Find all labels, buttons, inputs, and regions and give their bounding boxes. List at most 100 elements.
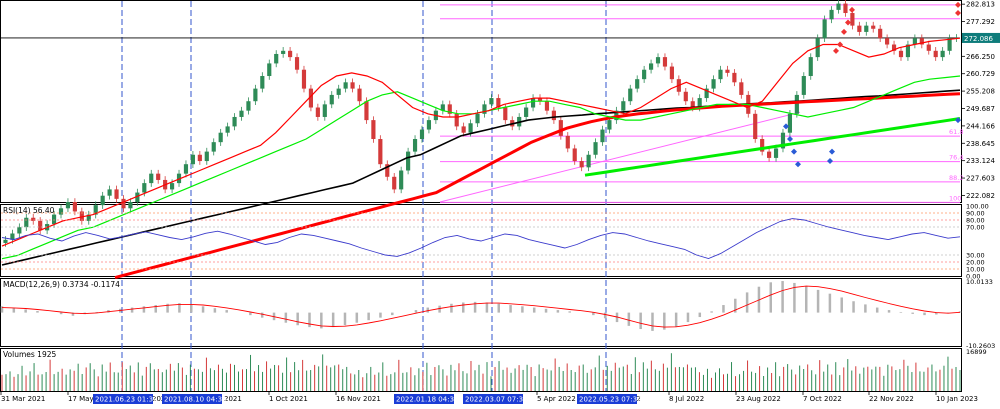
rsi-indicator xyxy=(1,212,961,270)
price-axis-label: 277.292 xyxy=(966,18,995,26)
volume-title: Volumes 1925 xyxy=(3,350,57,359)
candle-body xyxy=(107,189,112,196)
highlighted-time-box xyxy=(162,394,222,404)
candle-body xyxy=(399,170,404,190)
price-axis-label: 244.166 xyxy=(966,122,995,130)
candle-body xyxy=(58,208,64,215)
candle-body xyxy=(343,82,348,89)
candle-body xyxy=(642,69,647,80)
candle-body xyxy=(725,69,730,73)
candle-body xyxy=(412,139,418,152)
candle-body xyxy=(225,126,230,133)
candle-body xyxy=(829,9,834,20)
candle-body xyxy=(586,154,591,168)
fib-level-label: 76.4 xyxy=(949,154,963,162)
rsi-axis-label: 10.00 xyxy=(966,266,985,274)
price-axis-label: 266.250 xyxy=(966,53,995,61)
candle-body xyxy=(447,104,452,114)
candle-body xyxy=(246,101,251,111)
volume-axis-label: 16899 xyxy=(966,348,987,356)
sell-marker xyxy=(845,19,851,26)
candle-body xyxy=(760,139,765,152)
sell-marker xyxy=(833,47,839,54)
sell-marker xyxy=(841,28,847,35)
candle-body xyxy=(878,28,883,39)
candle-body xyxy=(406,151,411,171)
candle-body xyxy=(767,151,772,158)
fib-level-label: 61.8 xyxy=(949,128,963,136)
highlighted-time-box xyxy=(93,394,153,404)
candle-body xyxy=(600,129,605,143)
moving-average-line xyxy=(1,37,961,247)
candle-body xyxy=(204,151,209,162)
fib-level-label: 100 xyxy=(949,194,961,202)
candle-body xyxy=(440,104,445,111)
candle-body xyxy=(551,110,556,121)
candle-body xyxy=(51,214,57,225)
candle-body xyxy=(350,82,355,89)
candle-body xyxy=(232,116,237,127)
time-axis-label: 16 Nov 2021 xyxy=(336,395,381,403)
candle-body xyxy=(378,139,383,165)
candle-body xyxy=(815,38,820,58)
candle-body xyxy=(392,176,397,190)
candle-body xyxy=(496,98,501,108)
candle-body xyxy=(850,13,855,26)
candle-body xyxy=(739,82,744,95)
candle-body xyxy=(197,154,202,162)
highlighted-time-box xyxy=(463,394,523,404)
candle-body xyxy=(558,120,563,136)
candle-body xyxy=(704,88,709,99)
candle-body xyxy=(912,38,917,45)
price-axis-label: 260.729 xyxy=(966,70,995,78)
candle-body xyxy=(544,101,550,111)
buy-marker xyxy=(791,148,797,155)
candle-body xyxy=(891,44,897,51)
candle-body xyxy=(489,98,494,105)
candle-body xyxy=(315,107,320,117)
candle-body xyxy=(267,63,272,77)
time-axis-label: 8 Jul 2022 xyxy=(669,395,704,403)
time-axis-label: 10 Jan 2023 xyxy=(936,395,978,403)
candle-body xyxy=(142,183,147,193)
candle-body xyxy=(787,113,793,133)
candle-body xyxy=(572,148,577,162)
candle-body xyxy=(801,76,806,95)
candle-body xyxy=(780,132,786,149)
candle-body xyxy=(711,79,716,89)
candle-body xyxy=(31,217,36,221)
candle-body xyxy=(690,101,695,108)
candle-body xyxy=(773,148,779,158)
price-axis-label: 238.645 xyxy=(966,140,995,148)
candle-body xyxy=(308,88,314,108)
candle-body xyxy=(253,88,258,102)
time-axis-label: 23 Aug 2022 xyxy=(736,395,781,403)
candle-body xyxy=(635,79,640,89)
volume-bars xyxy=(1,353,961,391)
price-axis-label: 222.082 xyxy=(966,192,995,200)
candle-body xyxy=(121,198,126,209)
candle-body xyxy=(190,154,195,165)
highlighted-time-label: 2021.08.10 04:30 xyxy=(164,396,226,404)
candle-body xyxy=(288,50,293,58)
candle-body xyxy=(843,3,848,14)
price-axis-label: 227.603 xyxy=(966,175,995,183)
candle-body xyxy=(753,113,758,140)
rsi-axis-label: 90.00 xyxy=(966,210,985,218)
candle-body xyxy=(579,161,584,168)
time-axis-label: 5 Apr 2022 xyxy=(537,395,576,403)
time-axis-label: 7 Oct 2022 xyxy=(803,395,842,403)
candle-body xyxy=(169,183,175,190)
rsi-axis-label: 100.00 xyxy=(966,203,989,211)
candle-body xyxy=(336,88,341,95)
candle-body xyxy=(371,120,376,140)
candle-body xyxy=(93,205,98,215)
time-axis-label: 22 Nov 2022 xyxy=(869,395,914,403)
candle-body xyxy=(475,113,480,124)
candle-body xyxy=(86,214,91,221)
time-axis-label: 1 Oct 2021 xyxy=(269,395,308,403)
candle-body xyxy=(940,50,945,58)
rsi-axis-label: 30.00 xyxy=(966,252,985,260)
time-axis-label-fragment: 2021 xyxy=(152,395,170,403)
